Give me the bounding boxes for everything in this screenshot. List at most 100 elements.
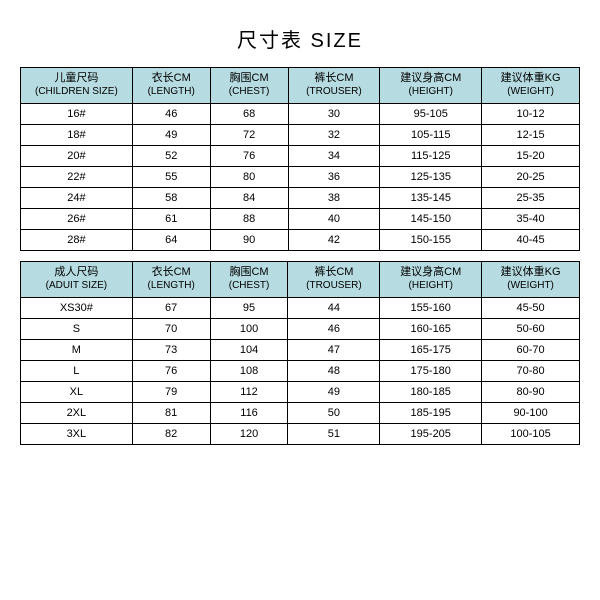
column-header: 建议身高CM(HEIGHT): [380, 262, 482, 298]
table-cell: 18#: [21, 125, 133, 146]
column-header: 建议体重KG(WEIGHT): [482, 262, 580, 298]
table-cell: 125-135: [380, 167, 482, 188]
table-cell: 40: [288, 209, 380, 230]
column-header: 胸围CM(CHEST): [210, 68, 288, 104]
table-cell: 49: [132, 125, 210, 146]
table-row: 22#558036125-13520-25: [21, 167, 580, 188]
column-header: 裤长CM(TROUSER): [288, 68, 380, 104]
column-header-cn: 胸围CM: [211, 266, 288, 280]
table-row: 28#649042150-15540-45: [21, 230, 580, 251]
table-row: 3XL8212051195-205100-105: [21, 424, 580, 445]
table-cell: 95-105: [380, 104, 482, 125]
table-cell: S: [21, 319, 133, 340]
table-row: 16#46683095-10510-12: [21, 104, 580, 125]
children-size-table: 儿童尺码(CHILDREN SIZE)衣长CM(LENGTH)胸围CM(CHES…: [20, 67, 580, 251]
table-cell: 42: [288, 230, 380, 251]
column-header: 胸围CM(CHEST): [210, 262, 288, 298]
table-cell: 72: [210, 125, 288, 146]
table-row: 18#497232105-11512-15: [21, 125, 580, 146]
table-cell: 35-40: [482, 209, 580, 230]
column-header-en: (WEIGHT): [482, 280, 579, 293]
column-header-cn: 建议体重KG: [482, 266, 579, 280]
column-header: 成人尺码(ADUIT SIZE): [21, 262, 133, 298]
column-header-cn: 裤长CM: [288, 266, 379, 280]
table-cell: 46: [132, 104, 210, 125]
table-cell: 82: [132, 424, 210, 445]
table-cell: 32: [288, 125, 380, 146]
table-cell: 104: [210, 340, 288, 361]
table-cell: 40-45: [482, 230, 580, 251]
table-cell: 70-80: [482, 361, 580, 382]
column-header-en: (TROUSER): [288, 280, 379, 293]
column-header: 建议身高CM(HEIGHT): [380, 68, 482, 104]
table-cell: 15-20: [482, 146, 580, 167]
table-cell: 81: [132, 403, 210, 424]
table-cell: 175-180: [380, 361, 482, 382]
table-cell: 155-160: [380, 298, 482, 319]
column-header-cn: 儿童尺码: [21, 72, 132, 86]
table-cell: 50: [288, 403, 380, 424]
column-header: 建议体重KG(WEIGHT): [482, 68, 580, 104]
table-cell: 46: [288, 319, 380, 340]
column-header: 儿童尺码(CHILDREN SIZE): [21, 68, 133, 104]
table-cell: 55: [132, 167, 210, 188]
table-cell: 60-70: [482, 340, 580, 361]
table-cell: 26#: [21, 209, 133, 230]
page-title: 尺寸表 SIZE: [237, 24, 363, 53]
table-cell: 38: [288, 188, 380, 209]
table-cell: 145-150: [380, 209, 482, 230]
table-cell: 90-100: [482, 403, 580, 424]
table-cell: 112: [210, 382, 288, 403]
column-header: 衣长CM(LENGTH): [132, 68, 210, 104]
table-cell: 50-60: [482, 319, 580, 340]
table-cell: 67: [132, 298, 210, 319]
column-header-cn: 衣长CM: [133, 266, 210, 280]
table-cell: 108: [210, 361, 288, 382]
column-header-en: (TROUSER): [289, 86, 380, 99]
table-cell: 185-195: [380, 403, 482, 424]
table-cell: 20#: [21, 146, 133, 167]
column-header-en: (CHEST): [211, 280, 288, 293]
table-cell: XS30#: [21, 298, 133, 319]
column-header: 裤长CM(TROUSER): [288, 262, 380, 298]
table-cell: 36: [288, 167, 380, 188]
table-cell: 150-155: [380, 230, 482, 251]
column-header-cn: 建议体重KG: [482, 72, 579, 86]
column-header-cn: 衣长CM: [133, 72, 210, 86]
table-cell: 80-90: [482, 382, 580, 403]
table-row: 20#527634115-12515-20: [21, 146, 580, 167]
table-cell: XL: [21, 382, 133, 403]
table-cell: 100: [210, 319, 288, 340]
table-cell: 135-145: [380, 188, 482, 209]
column-header-cn: 建议身高CM: [380, 72, 481, 86]
table-cell: 88: [210, 209, 288, 230]
table-cell: 84: [210, 188, 288, 209]
table-row: XL7911249180-18580-90: [21, 382, 580, 403]
column-header-cn: 建议身高CM: [380, 266, 481, 280]
table-cell: 3XL: [21, 424, 133, 445]
table-row: M7310447165-17560-70: [21, 340, 580, 361]
adult-header-row: 成人尺码(ADUIT SIZE)衣长CM(LENGTH)胸围CM(CHEST)裤…: [21, 262, 580, 298]
table-cell: 2XL: [21, 403, 133, 424]
column-header: 衣长CM(LENGTH): [132, 262, 210, 298]
table-cell: 22#: [21, 167, 133, 188]
table-cell: 20-25: [482, 167, 580, 188]
table-cell: 115-125: [380, 146, 482, 167]
table-cell: 45-50: [482, 298, 580, 319]
column-header-en: (HEIGHT): [380, 86, 481, 99]
table-cell: 16#: [21, 104, 133, 125]
column-header-en: (WEIGHT): [482, 86, 579, 99]
column-header-en: (LENGTH): [133, 280, 210, 293]
table-cell: M: [21, 340, 133, 361]
table-cell: 47: [288, 340, 380, 361]
table-cell: 79: [132, 382, 210, 403]
table-cell: 52: [132, 146, 210, 167]
column-header-en: (CHEST): [211, 86, 288, 99]
table-row: 26#618840145-15035-40: [21, 209, 580, 230]
table-cell: 90: [210, 230, 288, 251]
table-cell: 160-165: [380, 319, 482, 340]
table-cell: 61: [132, 209, 210, 230]
table-cell: 120: [210, 424, 288, 445]
table-cell: 10-12: [482, 104, 580, 125]
column-header-en: (CHILDREN SIZE): [21, 86, 132, 99]
